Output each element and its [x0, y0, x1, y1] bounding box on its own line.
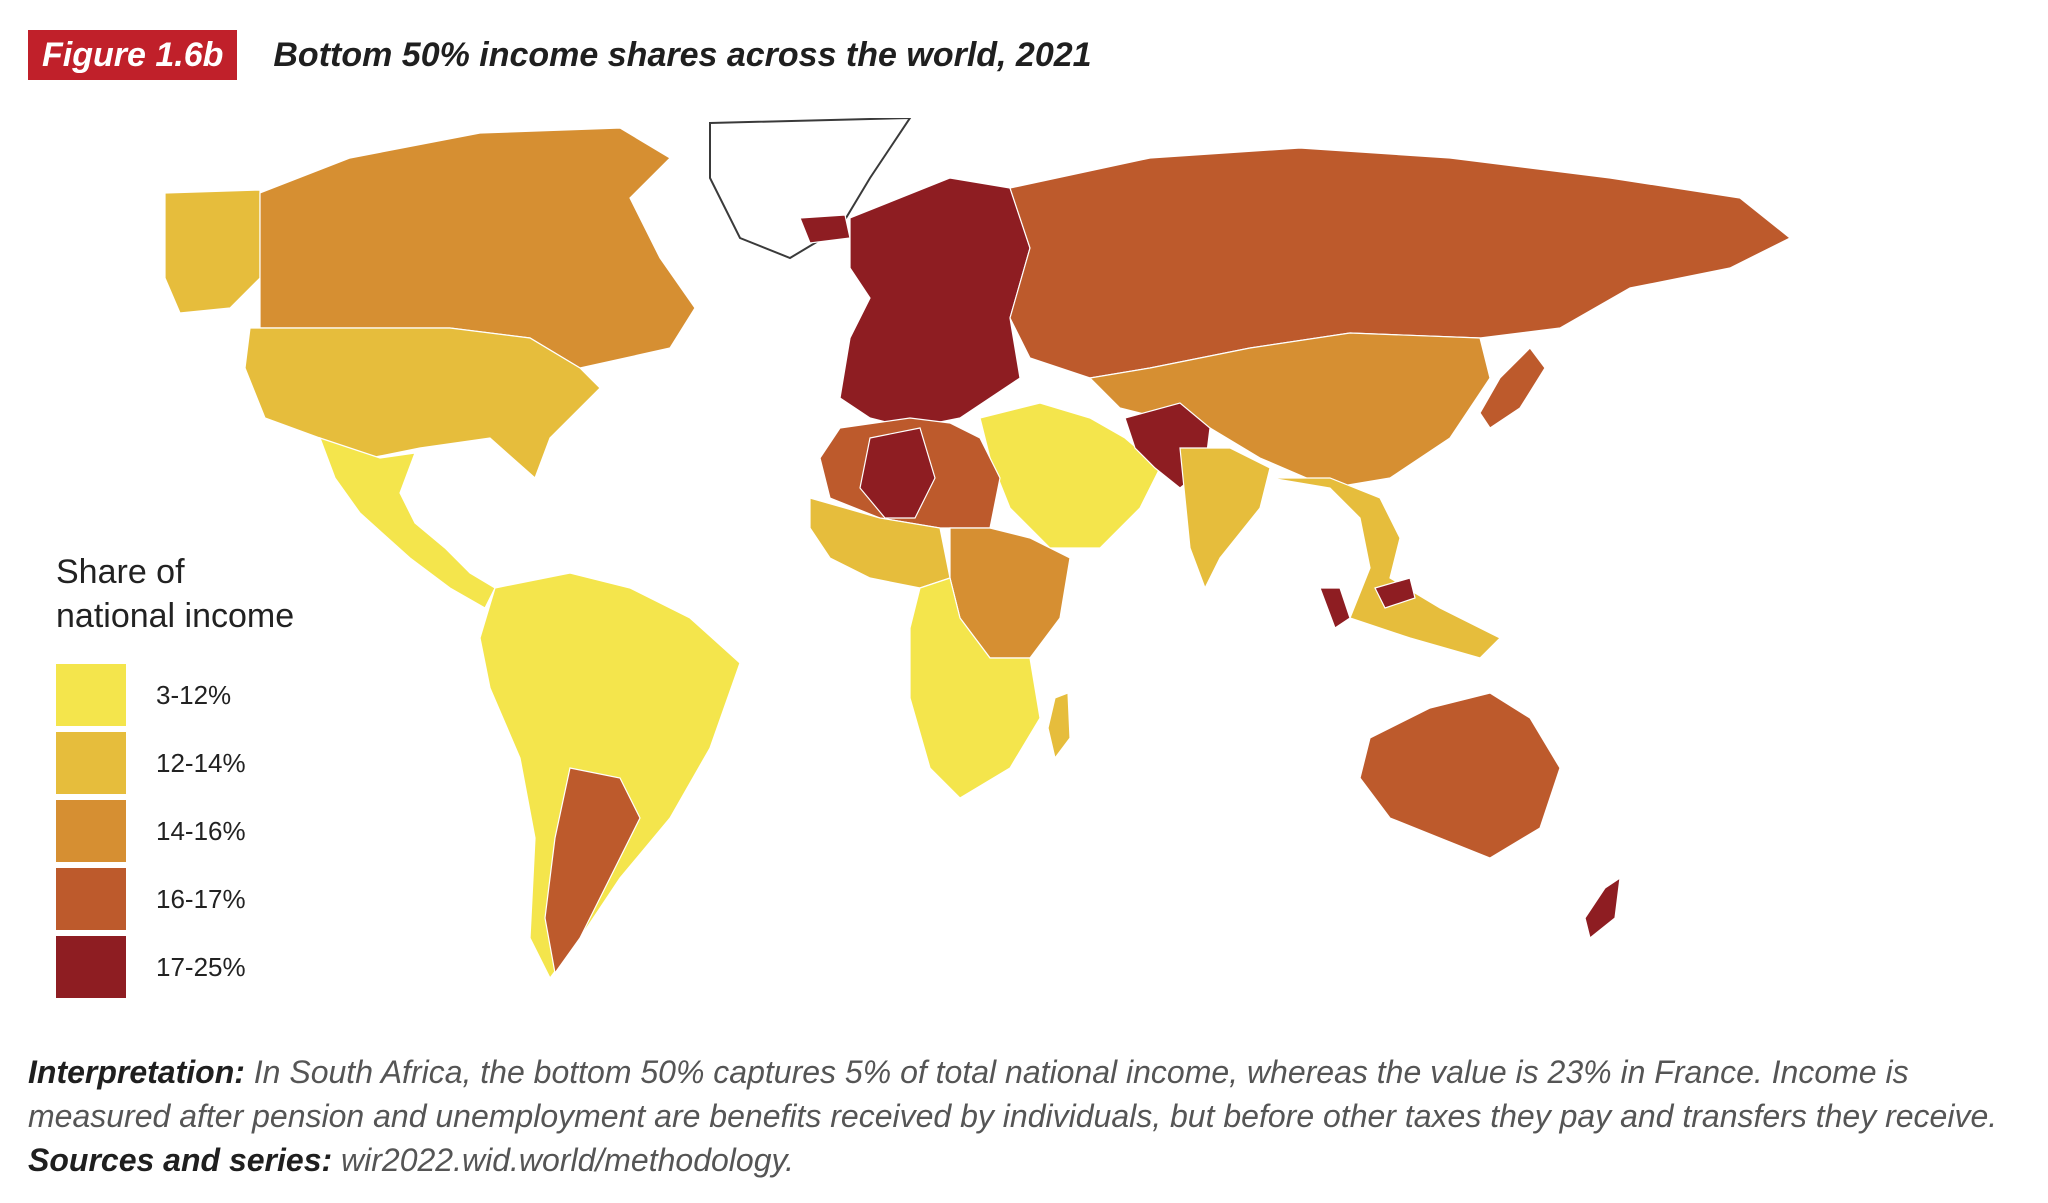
legend-item: 16-17% [56, 868, 294, 930]
map-region-greenland [709, 118, 912, 260]
legend-swatch [56, 800, 126, 862]
legend-label: 14-16% [156, 815, 246, 846]
legend-item: 3-12% [56, 664, 294, 726]
figure-header: Figure 1.6b Bottom 50% income shares acr… [28, 30, 1092, 80]
legend-swatch [56, 936, 126, 998]
figure-title: Bottom 50% income shares across the worl… [273, 35, 1092, 74]
map-legend: Share of national income 3-12% 12-14% 14… [56, 550, 294, 1004]
map-region-argentina [544, 767, 641, 975]
legend-label: 17-25% [156, 951, 246, 982]
map-region-usa [244, 327, 601, 480]
legend-swatch [56, 868, 126, 930]
legend-items: 3-12% 12-14% 14-16% 16-17% 17-25% [56, 664, 294, 998]
legend-label: 16-17% [156, 883, 246, 914]
map-region-japan [1479, 347, 1546, 429]
world-map [164, 118, 1792, 980]
map-region-australia [1359, 692, 1561, 859]
map-region-southeast-asia [1269, 477, 1502, 659]
map-region-new-zealand [1584, 876, 1621, 940]
interpretation-text: In South Africa, the bottom 50% captures… [28, 1054, 1998, 1134]
legend-title-line1: Share of [56, 553, 185, 591]
map-region-madagascar [1047, 692, 1071, 760]
legend-label: 12-14% [156, 747, 246, 778]
map-region-russia [1009, 147, 1792, 379]
map-region-india [1179, 447, 1271, 590]
legend-item: 17-25% [56, 936, 294, 998]
map-region-mexico-central-america [318, 437, 496, 609]
legend-item: 12-14% [56, 732, 294, 794]
figure-tag: Figure 1.6b [28, 30, 238, 80]
legend-swatch [56, 732, 126, 794]
map-region-middle-east [979, 402, 1161, 549]
legend-swatch [56, 664, 126, 726]
sources-label: Sources and series: [28, 1142, 333, 1178]
map-region-europe [839, 177, 1031, 429]
map-region-alaska [164, 189, 261, 314]
map-region-southern-africa [909, 577, 1041, 799]
legend-label: 3-12% [156, 679, 232, 710]
legend-item: 14-16% [56, 800, 294, 862]
sources-text: wir2022.wid.world/methodology. [332, 1142, 794, 1178]
map-region-malaysia [1319, 577, 1416, 629]
legend-title-line2: national income [56, 597, 295, 635]
figure-caption: Interpretation: In South Africa, the bot… [28, 1050, 2018, 1182]
interpretation-label: Interpretation: [28, 1054, 245, 1090]
map-region-algeria [859, 427, 936, 519]
